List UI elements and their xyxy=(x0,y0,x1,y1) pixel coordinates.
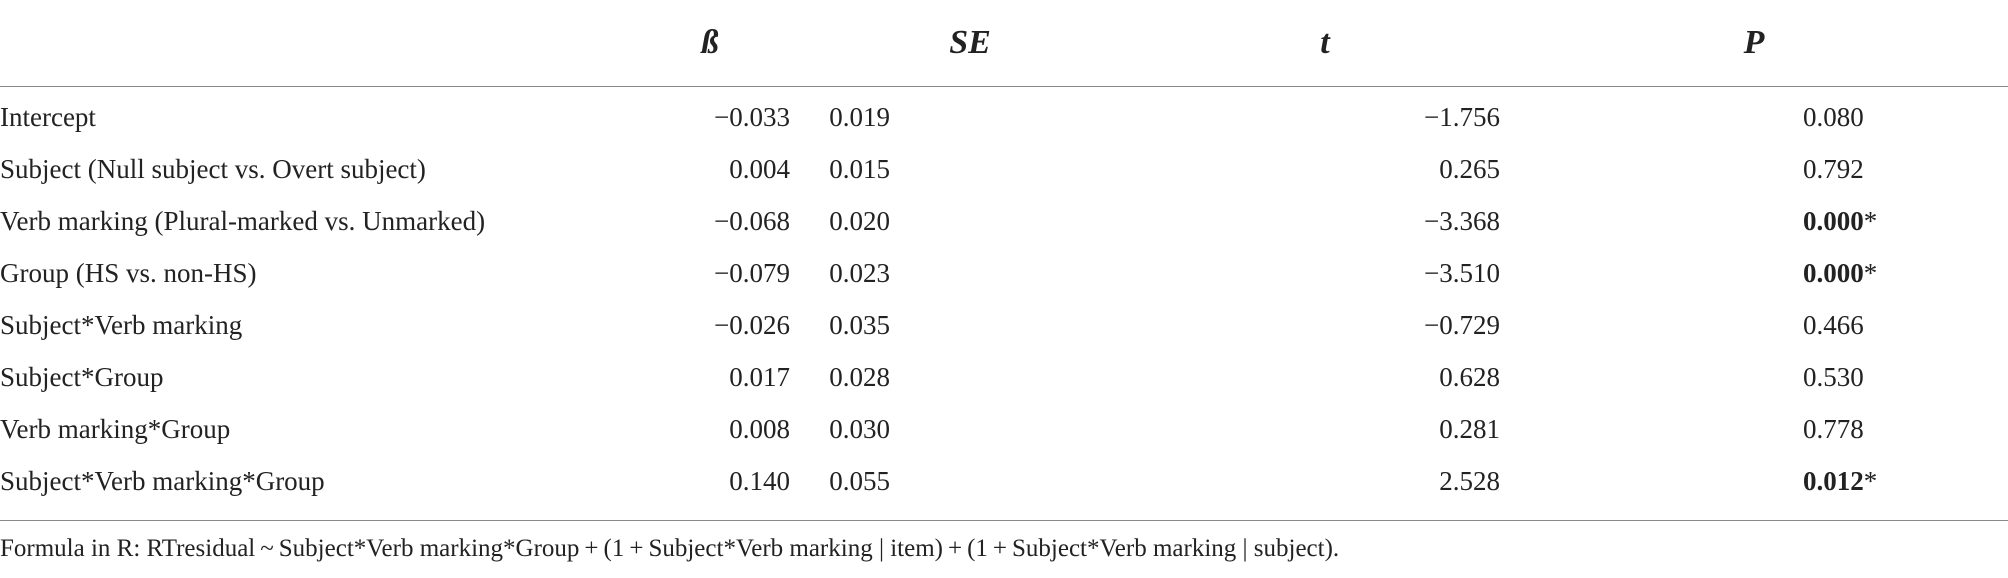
p-value: 0.466 xyxy=(1803,309,1864,340)
se-value: 0.020 xyxy=(829,205,890,236)
p-value: 0.778 xyxy=(1803,413,1864,444)
regression-table: ß SE t P Intercept −0.033 0.019 −1.756 0.080… xyxy=(0,0,2008,508)
t-value: 0.281 xyxy=(1439,413,1500,444)
p-value-cell: 0.000* xyxy=(1500,247,2008,299)
se-value: 0.023 xyxy=(829,257,890,288)
se-value: 0.015 xyxy=(829,153,890,184)
table-row: Verb marking*Group 0.008 0.030 0.281 0.778 xyxy=(0,403,2008,455)
p-value-cell: 0.466 xyxy=(1500,299,2008,351)
t-value: 0.265 xyxy=(1439,153,1500,184)
p-value: 0.530 xyxy=(1803,361,1864,392)
se-value: 0.028 xyxy=(829,361,890,392)
beta-value: −0.033 xyxy=(714,101,790,132)
se-value: 0.055 xyxy=(829,465,890,496)
t-value: −1.756 xyxy=(1424,101,1500,132)
table-row: Verb marking (Plural-marked vs. Unmarked… xyxy=(0,195,2008,247)
p-value-cell: 0.080 xyxy=(1500,87,2008,144)
significance-marker: * xyxy=(1863,257,1878,288)
p-value-cell: 0.778 xyxy=(1500,403,2008,455)
p-value-cell: 0.792 xyxy=(1500,143,2008,195)
beta-value: 0.004 xyxy=(729,153,790,184)
table-footnote: Formula in R: RTresidual ~ Subject*Verb … xyxy=(0,520,2008,563)
beta-value: −0.079 xyxy=(714,257,790,288)
regression-table-container: ß SE t P Intercept −0.033 0.019 −1.756 0.080… xyxy=(0,0,2008,508)
significance-marker: * xyxy=(1863,205,1878,236)
p-value: 0.000 xyxy=(1803,257,1864,288)
table-row: Intercept −0.033 0.019 −1.756 0.080 xyxy=(0,87,2008,144)
row-label: Verb marking (Plural-marked vs. Unmarked… xyxy=(0,205,486,236)
beta-value: 0.017 xyxy=(729,361,790,392)
table-body: Intercept −0.033 0.019 −1.756 0.080 Subject (… xyxy=(0,87,2008,508)
beta-value: 0.008 xyxy=(729,413,790,444)
p-value-cell: 0.012* xyxy=(1500,455,2008,507)
table-row: Subject*Group 0.017 0.028 0.628 0.530 xyxy=(0,351,2008,403)
p-value-cell: 0.530 xyxy=(1500,351,2008,403)
beta-value: −0.068 xyxy=(714,205,790,236)
t-value: 0.628 xyxy=(1439,361,1500,392)
row-label: Group (HS vs. non-HS) xyxy=(0,257,257,288)
row-label: Subject*Group xyxy=(0,361,164,392)
p-value: 0.080 xyxy=(1803,101,1864,132)
row-label: Verb marking*Group xyxy=(0,413,231,444)
se-value: 0.019 xyxy=(829,101,890,132)
t-value: −3.510 xyxy=(1424,257,1500,288)
header-t: t xyxy=(1150,0,1500,87)
header-beta: ß xyxy=(560,0,790,87)
table-row: Subject*Verb marking*Group 0.140 0.055 2.52… xyxy=(0,455,2008,507)
se-value: 0.035 xyxy=(829,309,890,340)
beta-value: 0.140 xyxy=(729,465,790,496)
header-se: SE xyxy=(790,0,1150,87)
header-label xyxy=(0,0,560,87)
p-value: 0.000 xyxy=(1803,205,1864,236)
row-label: Subject*Verb marking*Group xyxy=(0,465,325,496)
table-row: Subject (Null subject vs. Overt subject)… xyxy=(0,143,2008,195)
table-row: Group (HS vs. non-HS) −0.079 0.023 −3.510 0.… xyxy=(0,247,2008,299)
p-value-cell: 0.000* xyxy=(1500,195,2008,247)
table-header-row: ß SE t P xyxy=(0,0,2008,87)
t-value: 2.528 xyxy=(1439,465,1500,496)
t-value: −0.729 xyxy=(1424,309,1500,340)
se-value: 0.030 xyxy=(829,413,890,444)
p-value: 0.012 xyxy=(1803,465,1864,496)
p-value: 0.792 xyxy=(1803,153,1864,184)
significance-marker: * xyxy=(1863,465,1878,496)
t-value: −3.368 xyxy=(1424,205,1500,236)
beta-value: −0.026 xyxy=(714,309,790,340)
row-label: Intercept xyxy=(0,101,96,132)
table-row: Subject*Verb marking −0.026 0.035 −0.729 0.4… xyxy=(0,299,2008,351)
header-p: P xyxy=(1500,0,2008,87)
row-label: Subject*Verb marking xyxy=(0,309,243,340)
row-label: Subject (Null subject vs. Overt subject) xyxy=(0,153,426,184)
